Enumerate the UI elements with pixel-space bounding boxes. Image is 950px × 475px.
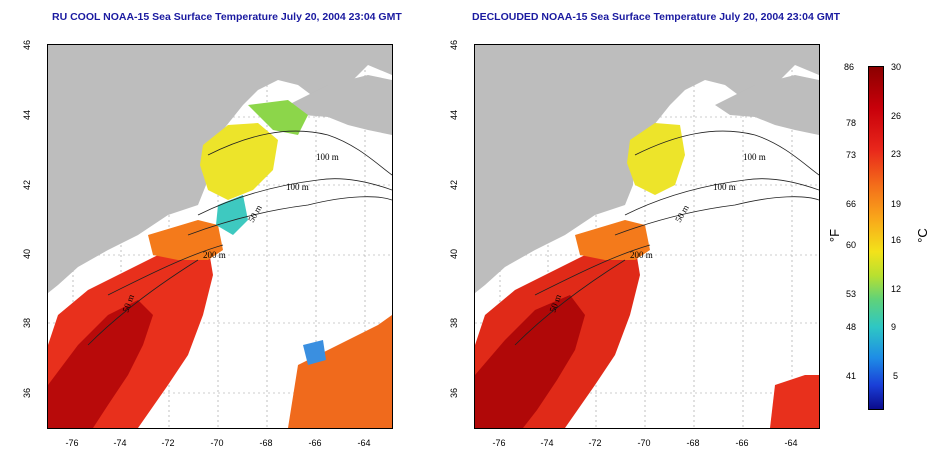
cb-c-label: 5 [893, 371, 899, 381]
y-tick-label: 38 [22, 317, 33, 329]
y-tick-label: 42 [22, 179, 33, 191]
x-tick-label: -70 [210, 438, 224, 448]
cb-c-label: 26 [891, 111, 902, 121]
fahrenheit-unit-label: °F [827, 228, 843, 243]
contour-label-100m-2: 100 m [286, 182, 309, 192]
cloud-blue [303, 340, 326, 365]
orange-water [575, 220, 650, 260]
x-tick-label: -68 [686, 438, 700, 448]
x-tick-label: -76 [65, 438, 79, 448]
bathymetry-contours [87, 130, 392, 346]
orange-water [148, 220, 223, 260]
dark-warm-water [48, 300, 153, 428]
land-mass [48, 45, 392, 293]
y-tick-label: 38 [449, 317, 460, 329]
x-tick-label: -68 [259, 438, 273, 448]
x-tick-label: -72 [161, 438, 175, 448]
cb-c-label: 9 [891, 322, 897, 332]
cb-c-label: 16 [891, 235, 902, 245]
contour-label-200m: 200 m [203, 250, 226, 260]
cb-f-label: 78 [846, 118, 857, 128]
bathymetry-contours [514, 130, 819, 346]
left-map-graphic: 100 m 100 m 50 m 200 m 50 m [48, 45, 392, 428]
x-tick-label: -70 [637, 438, 651, 448]
x-tick-label: -72 [588, 438, 602, 448]
cool-water-region [627, 123, 685, 195]
y-tick-label: 42 [449, 179, 460, 191]
cb-f-label: 41 [846, 371, 857, 381]
cb-f-label: 66 [846, 199, 857, 209]
y-tick-label: 40 [449, 248, 460, 260]
green-water [248, 100, 308, 135]
cb-f-label: 48 [846, 322, 857, 332]
y-tick-label: 40 [22, 248, 33, 260]
y-tick-label: 36 [449, 387, 460, 399]
contour-label-100m: 100 m [743, 152, 766, 162]
y-tick-label: 44 [22, 109, 33, 121]
cb-c-label: 12 [891, 284, 902, 294]
celsius-unit-label: °C [914, 228, 930, 243]
x-tick-label: -74 [113, 438, 127, 448]
contour-label-50m: 50 m [673, 203, 691, 224]
right-map-graphic: 100 m 100 m 50 m 200 m 50 m [475, 45, 819, 428]
contour-label-200m: 200 m [630, 250, 653, 260]
x-tick-label: -76 [492, 438, 506, 448]
left-map-title: RU COOL NOAA-15 Sea Surface Temperature … [52, 11, 402, 23]
cb-f-label: 86 [844, 62, 855, 72]
cloud-patches [770, 375, 819, 428]
cb-f-label: 60 [846, 240, 857, 250]
left-sst-map: 100 m 100 m 50 m 200 m 50 m [47, 44, 393, 429]
contour-label-100m-2: 100 m [713, 182, 736, 192]
cb-f-label: 53 [846, 289, 857, 299]
x-tick-label: -64 [357, 438, 371, 448]
cool-water-region [200, 123, 278, 200]
x-tick-label: -66 [735, 438, 749, 448]
cloud-patches [288, 315, 392, 428]
dark-warm-water [475, 295, 585, 428]
cb-c-label: 30 [891, 62, 902, 72]
y-tick-label: 46 [22, 39, 33, 51]
cb-f-label: 73 [846, 150, 857, 160]
cb-c-label: 19 [891, 199, 902, 209]
x-tick-label: -74 [540, 438, 554, 448]
contour-label-100m: 100 m [316, 152, 339, 162]
nova-scotia-land [288, 75, 392, 135]
right-sst-map: 100 m 100 m 50 m 200 m 50 m [474, 44, 820, 429]
right-map-title: DECLOUDED NOAA-15 Sea Surface Temperatur… [472, 11, 841, 23]
y-tick-label: 44 [449, 109, 460, 121]
land-mass [475, 45, 819, 293]
y-tick-label: 36 [22, 387, 33, 399]
x-tick-label: -64 [784, 438, 798, 448]
contour-label-50m: 50 m [246, 203, 264, 224]
cyan-water [216, 195, 248, 235]
cb-c-label: 23 [891, 149, 902, 159]
y-tick-label: 46 [449, 39, 460, 51]
x-tick-label: -66 [308, 438, 322, 448]
nova-scotia-land [715, 75, 819, 135]
temperature-colorbar [868, 66, 884, 410]
